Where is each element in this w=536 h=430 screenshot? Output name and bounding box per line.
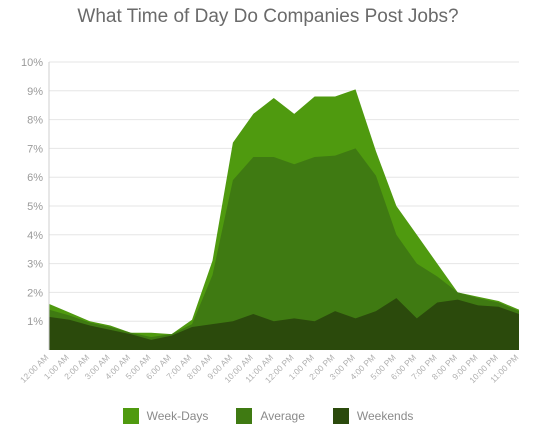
chart-title: What Time of Day Do Companies Post Jobs? — [77, 6, 459, 27]
legend-item-average[interactable]: Average — [236, 408, 305, 424]
series-area-weekends[interactable] — [49, 298, 519, 350]
y-tick-label: 9% — [27, 86, 43, 98]
series-area-average[interactable] — [49, 148, 519, 350]
series-layer — [49, 89, 519, 351]
legend-label: Week-Days — [146, 409, 209, 423]
y-tick-label: 10% — [21, 57, 43, 69]
legend-label: Weekends — [356, 409, 414, 423]
legend: Week-Days Average Weekends — [0, 406, 536, 426]
y-tick-label: 3% — [27, 259, 43, 271]
y-tick-label: 5% — [27, 201, 43, 213]
legend-item-weekends[interactable]: Weekends — [332, 408, 414, 424]
legend-swatch-average — [236, 408, 253, 424]
y-tick-label: 4% — [27, 230, 43, 242]
y-tick-label: 6% — [27, 172, 43, 184]
legend-swatch-weekends — [332, 408, 349, 424]
legend-swatch-week-days — [122, 408, 139, 424]
y-tick-label: 8% — [27, 115, 43, 127]
legend-label: Average — [260, 409, 305, 423]
y-tick-label: 1% — [27, 316, 43, 328]
y-tick-label: 2% — [27, 287, 43, 299]
y-tick-label: 7% — [27, 143, 43, 155]
x-tick-label: 12:00 AM — [18, 352, 50, 384]
legend-item-week-days[interactable]: Week-Days — [122, 408, 209, 424]
